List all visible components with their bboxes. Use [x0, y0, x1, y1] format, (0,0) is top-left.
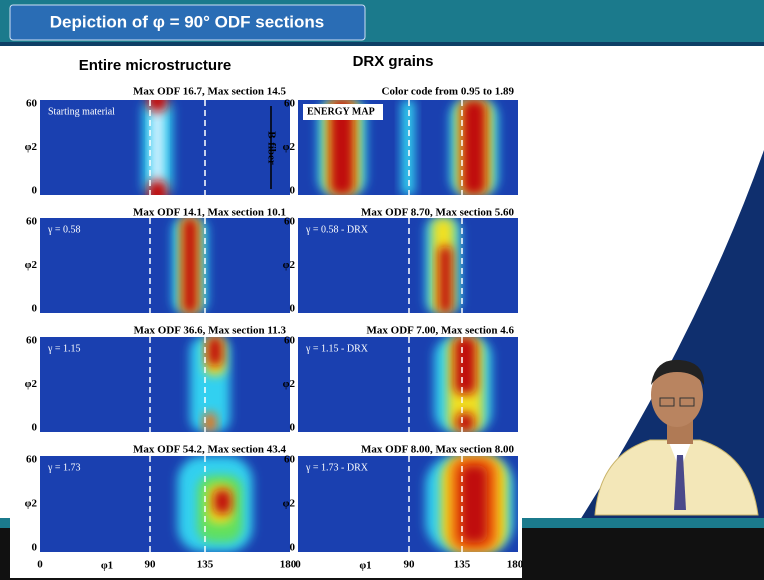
panel-label: γ = 1.15 — [47, 343, 81, 354]
y-axis-label: φ2 — [25, 498, 38, 510]
y-tick-label: 60 — [284, 335, 296, 347]
panel-caption: Max ODF 7.00, Max section 4.6 — [367, 325, 515, 337]
heatmap-blob — [401, 100, 414, 195]
x-tick-label: 0 — [37, 559, 43, 571]
panel-label: Starting material — [48, 106, 115, 117]
x-tick-label: 135 — [454, 559, 471, 571]
panel-label: γ = 0.58 — [47, 224, 81, 235]
panel-label: γ = 1.73 - DRX — [305, 462, 369, 473]
y-tick-label: 0 — [32, 422, 38, 434]
panel-label: γ = 1.73 — [47, 462, 81, 473]
y-tick-label: 0 — [290, 542, 296, 554]
panel-caption: Color code from 0.95 to 1.89 — [382, 86, 515, 98]
x-tick-label: 180 — [507, 559, 524, 571]
y-tick-label: 0 — [32, 542, 38, 554]
heatmap-blob — [456, 413, 474, 432]
x-tick-label: 135 — [197, 559, 214, 571]
panel-caption: Max ODF 16.7, Max section 14.5 — [133, 86, 286, 98]
panel-caption: Max ODF 36.6, Max section 11.3 — [134, 325, 287, 337]
y-tick-label: 60 — [26, 454, 38, 466]
y-axis-label: φ2 — [25, 378, 38, 390]
column-title: DRX grains — [353, 53, 434, 70]
x-tick-label: 90 — [145, 559, 157, 571]
y-tick-label: 0 — [290, 303, 296, 315]
heatmap-blob — [462, 100, 486, 195]
panel-label: γ = 0.58 - DRX — [305, 224, 369, 235]
slide-title: Depiction of φ = 90° ODF sections — [50, 12, 324, 31]
x-axis-label: φ1 — [101, 560, 113, 572]
panel-caption: Max ODF 8.00, Max section 8.00 — [361, 444, 514, 456]
y-axis-label: φ2 — [25, 141, 38, 153]
panel-caption: Max ODF 14.1, Max section 10.1 — [133, 207, 286, 219]
y-tick-label: 60 — [26, 98, 38, 110]
heatmap-blob — [214, 490, 232, 514]
header-line — [0, 42, 764, 46]
panel-caption: Max ODF 54.2, Max section 43.4 — [133, 444, 286, 456]
y-axis-label: φ2 — [283, 378, 296, 390]
panel-caption: Max ODF 8.70, Max section 5.60 — [361, 207, 514, 219]
heatmap-blob — [439, 247, 452, 314]
panel-label: ENERGY MAP — [307, 106, 375, 117]
y-tick-label: 0 — [290, 185, 296, 197]
y-tick-label: 60 — [26, 335, 38, 347]
y-tick-label: 60 — [26, 216, 38, 228]
x-axis-label: φ1 — [359, 560, 371, 572]
x-tick-label: 180 — [280, 559, 297, 571]
y-axis-label: φ2 — [25, 259, 38, 271]
y-tick-label: 0 — [290, 422, 296, 434]
y-tick-label: 60 — [284, 216, 296, 228]
heatmap-blob — [461, 466, 487, 543]
b-fiber-label: B-fiber — [265, 131, 277, 165]
y-tick-label: 60 — [284, 454, 296, 466]
panel-label: γ = 1.15 - DRX — [305, 343, 369, 354]
x-tick-label: 90 — [404, 559, 416, 571]
slide: Depiction of φ = 90° ODF sections Entire… — [0, 0, 764, 580]
column-title: Entire microstructure — [79, 57, 232, 74]
y-tick-label: 60 — [284, 98, 296, 110]
y-axis-label: φ2 — [283, 498, 296, 510]
y-axis-label: φ2 — [283, 141, 296, 153]
x-tick-label: 0 — [295, 559, 301, 571]
y-axis-label: φ2 — [283, 259, 296, 271]
y-tick-label: 0 — [32, 185, 38, 197]
heatmap-blob — [454, 337, 476, 394]
y-tick-label: 0 — [32, 303, 38, 315]
heatmap-blob — [183, 218, 198, 313]
heatmap-blob — [208, 337, 223, 366]
